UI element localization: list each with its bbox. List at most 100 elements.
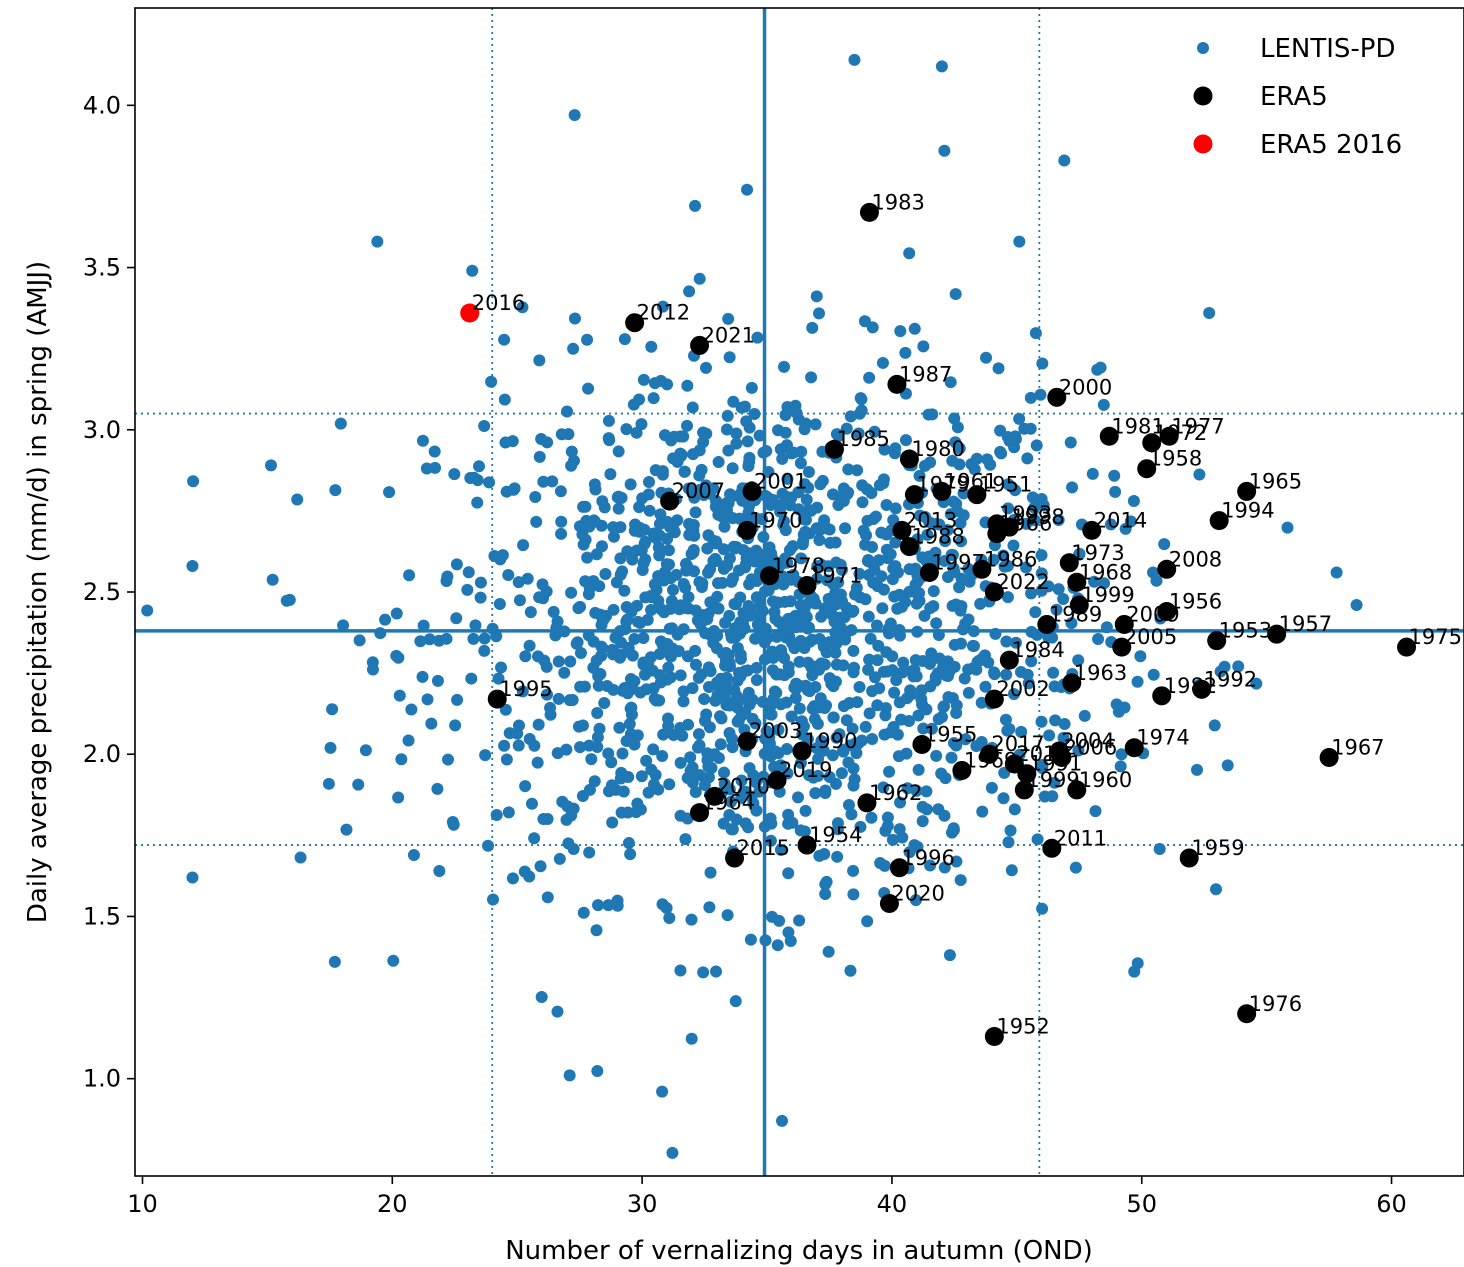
lentis-point xyxy=(802,465,815,478)
lentis-point xyxy=(359,744,372,757)
lentis-point xyxy=(674,964,687,977)
lentis-point xyxy=(723,699,736,712)
year-label-2012: 2012 xyxy=(637,301,690,325)
lentis-point xyxy=(612,490,625,503)
lentis-point xyxy=(583,582,596,595)
lentis-point xyxy=(868,425,881,438)
lentis-point xyxy=(1210,883,1223,896)
lentis-point xyxy=(726,823,739,836)
lentis-point xyxy=(663,912,676,925)
lentis-point xyxy=(1057,731,1070,744)
lentis-point xyxy=(950,855,963,868)
lentis-point xyxy=(186,560,199,573)
lentis-point xyxy=(924,859,937,872)
lentis-point xyxy=(620,600,633,613)
year-label-1956: 1956 xyxy=(1169,589,1222,613)
lentis-point xyxy=(622,641,635,654)
lentis-point xyxy=(844,964,857,977)
lentis-point xyxy=(949,436,962,449)
lentis-point xyxy=(778,360,791,373)
lentis-point xyxy=(777,515,790,528)
lentis-point xyxy=(721,909,734,922)
lentis-point xyxy=(929,546,942,559)
lentis-point xyxy=(687,524,700,537)
lentis-point xyxy=(935,60,948,73)
era5-point-1996 xyxy=(889,858,909,878)
lentis-point xyxy=(638,523,651,536)
lentis-point xyxy=(920,703,933,716)
era5-point-2010 xyxy=(705,786,725,806)
lentis-point xyxy=(374,627,387,640)
lentis-point xyxy=(946,454,959,467)
era5-point-1955 xyxy=(912,734,932,754)
lentis-point xyxy=(866,321,879,334)
lentis-point xyxy=(590,654,603,667)
lentis-point xyxy=(918,459,931,472)
year-label-1969: 1969 xyxy=(964,748,1017,772)
lentis-point xyxy=(473,460,486,473)
lentis-point xyxy=(725,575,738,588)
lentis-point xyxy=(469,619,482,632)
lentis-point xyxy=(433,864,446,877)
lentis-point xyxy=(932,628,945,641)
lentis-point xyxy=(554,485,567,498)
era5-point-1952 xyxy=(984,1026,1004,1046)
lentis-point xyxy=(1042,580,1055,593)
lentis-point xyxy=(970,739,983,752)
lentis-point xyxy=(873,554,886,567)
era5-point-1989 xyxy=(1037,614,1057,634)
legend-marker xyxy=(1193,86,1213,106)
lentis-point xyxy=(851,464,864,477)
lentis-point xyxy=(564,655,577,668)
lentis-point xyxy=(923,657,936,670)
lentis-point xyxy=(1350,598,1363,611)
lentis-point xyxy=(465,672,478,685)
lentis-point xyxy=(892,750,905,763)
lentis-point xyxy=(614,568,627,581)
lentis-point xyxy=(1150,574,1163,587)
lentis-point xyxy=(516,685,529,698)
lentis-point xyxy=(431,782,444,795)
lentis-point xyxy=(776,617,789,630)
lentis-point xyxy=(570,637,583,650)
lentis-point xyxy=(716,679,729,692)
lentis-point xyxy=(735,774,748,787)
lentis-point xyxy=(487,893,500,906)
year-label-1993: 1993 xyxy=(999,502,1052,526)
lentis-point xyxy=(834,491,847,504)
lentis-point xyxy=(744,933,757,946)
lentis-point xyxy=(1065,617,1078,630)
lentis-point xyxy=(629,518,642,531)
year-label-1984: 1984 xyxy=(1011,638,1064,662)
lentis-point xyxy=(512,739,525,752)
lentis-point xyxy=(859,538,872,551)
lentis-point xyxy=(842,463,855,476)
lentis-point xyxy=(691,614,704,627)
lentis-point xyxy=(451,693,464,706)
lentis-point xyxy=(855,734,868,747)
lentis-point xyxy=(751,618,764,631)
year-label-1991: 1991 xyxy=(1029,752,1082,776)
lentis-point xyxy=(1043,729,1056,742)
lentis-point xyxy=(698,692,711,705)
lentis-point xyxy=(722,312,735,325)
lentis-point xyxy=(652,783,665,796)
lentis-point xyxy=(662,661,675,674)
lentis-point xyxy=(631,797,644,810)
lentis-point xyxy=(739,785,752,798)
lentis-point xyxy=(1221,759,1234,772)
lentis-point xyxy=(957,509,970,522)
lentis-point xyxy=(535,991,548,1004)
era5-point-2006 xyxy=(1052,747,1072,767)
lentis-point xyxy=(649,769,662,782)
lentis-point xyxy=(955,535,968,548)
lentis-point xyxy=(950,699,963,712)
lentis-point xyxy=(1028,501,1041,514)
lentis-point xyxy=(690,658,703,671)
lentis-point xyxy=(1020,561,1033,574)
lentis-point xyxy=(478,419,491,432)
era5-point-1958 xyxy=(1137,459,1157,479)
lentis-point xyxy=(425,717,438,730)
lentis-point xyxy=(656,1085,669,1098)
lentis-point xyxy=(450,558,463,571)
